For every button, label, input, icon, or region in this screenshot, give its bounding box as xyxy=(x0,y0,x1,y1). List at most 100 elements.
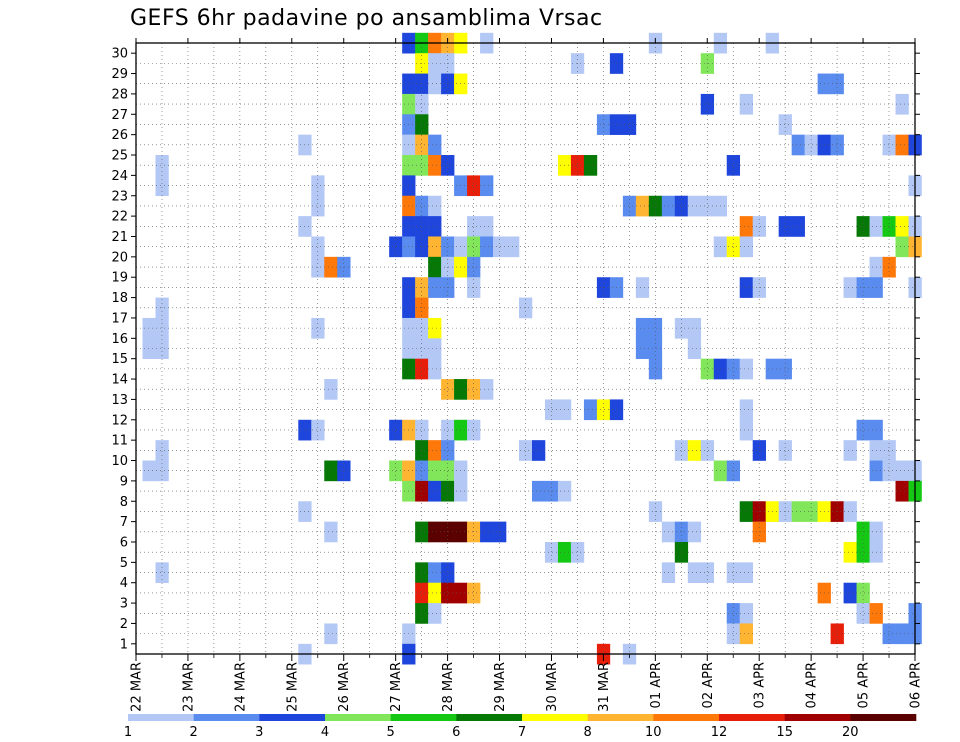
legend-label: 4 xyxy=(321,725,329,740)
y-tick-label: 13 xyxy=(111,393,128,408)
heatmap-cell xyxy=(415,216,429,237)
heatmap-cell xyxy=(778,114,792,135)
heatmap-cell xyxy=(791,501,805,522)
heatmap-cell xyxy=(428,521,442,543)
y-tick-label: 19 xyxy=(111,271,128,286)
heatmap-cell xyxy=(726,623,741,645)
heatmap-cell xyxy=(739,623,753,645)
y-tick-label: 27 xyxy=(111,108,128,123)
heatmap-cell xyxy=(739,419,753,441)
heatmap-cell xyxy=(674,195,689,217)
heatmap-cell xyxy=(856,582,870,604)
heatmap-cell xyxy=(428,562,442,584)
heatmap-cell xyxy=(142,460,156,482)
heatmap-cell xyxy=(480,236,494,258)
heatmap-cell xyxy=(142,338,156,359)
heatmap-cell xyxy=(389,419,403,441)
heatmap-cell xyxy=(155,440,169,461)
heatmap-cell xyxy=(700,93,715,115)
heatmap-cell xyxy=(441,236,455,258)
legend-label: 1 xyxy=(124,725,132,740)
heatmap-cell xyxy=(441,155,455,176)
heatmap-cell xyxy=(415,134,429,156)
y-tick-label: 29 xyxy=(111,67,128,82)
heatmap-cell xyxy=(856,419,870,441)
x-tick-label: 22 MAR xyxy=(130,662,145,712)
legend-label: 3 xyxy=(255,725,263,740)
heatmap-cell xyxy=(415,93,429,115)
legend-label: 15 xyxy=(776,725,793,740)
heatmap-cell xyxy=(428,358,442,380)
heatmap-cell xyxy=(882,440,896,461)
heatmap-cell xyxy=(415,317,429,339)
heatmap-cell xyxy=(622,195,637,217)
heatmap-cell xyxy=(895,623,909,645)
heatmap-cell xyxy=(726,236,741,258)
heatmap-cell xyxy=(467,236,481,258)
colorbar-legend: 1 2 3 4 5 6 7 8 10 12 15 20 xyxy=(124,714,917,740)
heatmap-cell xyxy=(428,73,442,95)
heatmap-cell xyxy=(311,419,325,441)
heatmap-cell xyxy=(882,216,896,237)
heatmap-cell xyxy=(791,216,805,237)
heatmap-cell xyxy=(544,399,559,421)
heatmap-cell xyxy=(142,317,156,339)
heatmap-cell xyxy=(415,562,429,584)
heatmap-cell xyxy=(441,582,455,604)
heatmap-cell xyxy=(480,521,494,543)
heatmap-cell xyxy=(687,195,702,217)
heatmap-cell xyxy=(467,419,481,441)
y-tick-label: 28 xyxy=(111,87,128,102)
legend-label: 7 xyxy=(518,725,526,740)
heatmap-cell xyxy=(648,195,663,217)
heatmap-cell xyxy=(856,216,870,237)
heatmap-cell xyxy=(428,460,442,482)
heatmap-cell xyxy=(544,541,559,563)
heatmap-cell xyxy=(428,277,442,298)
heatmap-cell xyxy=(155,317,169,339)
y-tick-label: 12 xyxy=(111,413,128,428)
heatmap-cell xyxy=(415,603,429,624)
heatmap-cell xyxy=(583,399,598,421)
y-tick-label: 15 xyxy=(111,352,128,367)
heatmap-cell xyxy=(804,134,818,156)
heatmap-cell xyxy=(739,236,753,258)
heatmap-cell xyxy=(441,379,455,400)
x-tick-label: 01 APR xyxy=(649,662,664,708)
heatmap-cell xyxy=(791,134,805,156)
heatmap-cell xyxy=(622,114,637,135)
heatmap-cell xyxy=(389,236,403,258)
heatmap-cell xyxy=(428,338,442,359)
heatmap-cell xyxy=(778,440,792,461)
heatmap-cell xyxy=(674,317,689,339)
y-tick-label: 25 xyxy=(111,149,128,164)
heatmap-cell xyxy=(415,358,429,380)
x-tick-label: 29 MAR xyxy=(493,662,508,712)
heatmap-cell xyxy=(311,175,325,197)
heatmap-cell xyxy=(324,256,338,278)
heatmap-cell xyxy=(843,277,857,298)
legend-swatch xyxy=(259,714,326,721)
y-tick-label: 4 xyxy=(120,576,128,591)
heatmap-cell xyxy=(324,460,338,482)
y-tick-label: 24 xyxy=(111,169,128,184)
x-tick-label: 31 MAR xyxy=(597,662,612,712)
y-tick-label: 11 xyxy=(111,434,128,449)
y-tick-label: 30 xyxy=(111,47,128,62)
heatmap-cell xyxy=(856,603,870,624)
heatmap-cell xyxy=(635,195,650,217)
heatmap-cell xyxy=(428,134,442,156)
legend-swatch xyxy=(719,714,785,721)
y-tick-label: 10 xyxy=(111,454,128,469)
heatmap-cell xyxy=(726,460,741,482)
heatmap-cell xyxy=(752,216,766,237)
y-tick-label: 3 xyxy=(120,597,128,612)
x-tick-label: 23 MAR xyxy=(181,662,196,712)
heatmap-cell xyxy=(467,175,481,197)
y-tick-label: 7 xyxy=(120,515,128,530)
heatmap-cell xyxy=(389,460,403,482)
y-tick-label: 1 xyxy=(120,637,128,652)
heatmap-cell xyxy=(648,317,663,339)
heatmap-cell xyxy=(583,155,598,176)
heatmap-cell xyxy=(570,541,585,563)
